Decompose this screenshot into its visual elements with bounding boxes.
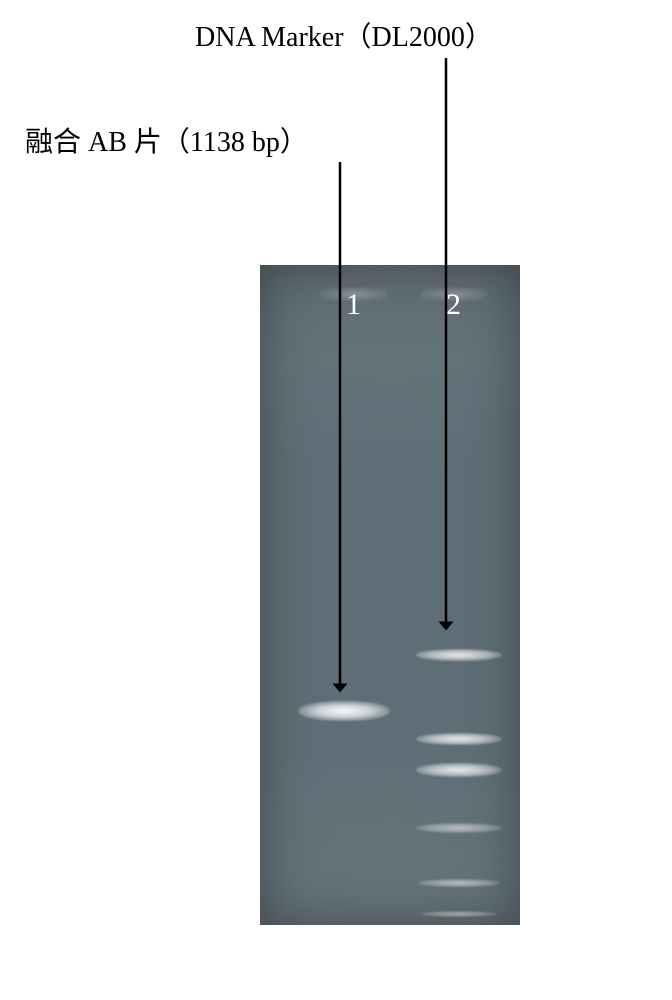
marker-band-250 (418, 879, 500, 887)
marker-label: DNA Marker（DL2000） (195, 15, 493, 55)
marker-band-1000 (416, 733, 502, 745)
marker-band-500 (416, 823, 502, 833)
lane-number-2: 2 (446, 288, 461, 322)
lane-number-1: 1 (346, 288, 361, 322)
marker-band-2000 (416, 649, 502, 661)
sample-label: 融合 AB 片（1138 bp） (25, 120, 308, 160)
gel-image (260, 265, 520, 925)
marker-band-750 (416, 763, 502, 777)
sample-band-lane-1 (298, 701, 390, 721)
marker-band-100 (420, 911, 498, 917)
